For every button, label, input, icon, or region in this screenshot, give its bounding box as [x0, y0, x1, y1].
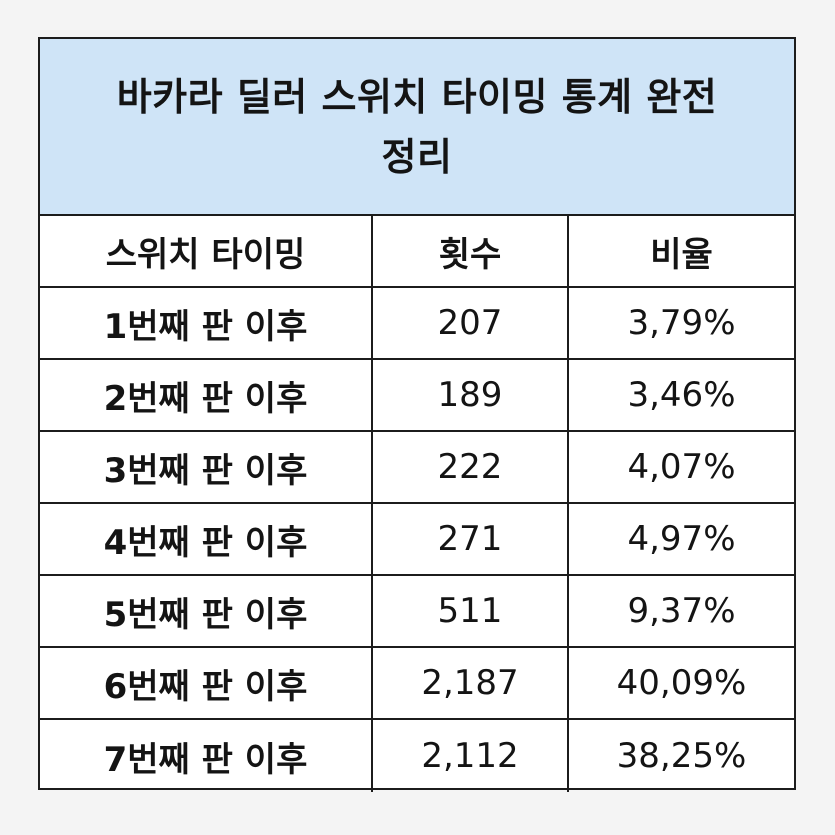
- ratio-cell: 9,37%: [627, 591, 736, 631]
- header-switch-timing: 스위치 타이밍: [40, 216, 373, 286]
- table-row: 5번째 판 이후 511 9,37%: [40, 576, 794, 648]
- table-row: 2번째 판 이후 189 3,46%: [40, 360, 794, 432]
- header-ratio: 비율: [650, 234, 713, 275]
- table-row: 1번째 판 이후 207 3,79%: [40, 288, 794, 360]
- ratio-cell: 38,25%: [616, 736, 747, 776]
- title-cell: 바카라 딜러 스위치 타이밍 통계 완전 정리: [40, 39, 794, 216]
- table-row: 3번째 판 이후 222 4,07%: [40, 432, 794, 504]
- count-cell: 222: [373, 432, 569, 502]
- timing-cell: 1번째 판 이후: [40, 288, 373, 358]
- table-title: 바카라 딜러 스위치 타이밍 통계 완전 정리: [116, 74, 718, 179]
- timing-cell: 6번째 판 이후: [40, 648, 373, 718]
- ratio-cell: 3,46%: [627, 375, 736, 415]
- stats-table: 바카라 딜러 스위치 타이밍 통계 완전 정리 스위치 타이밍 횟수 비율 1번…: [38, 37, 796, 792]
- table-row: 7번째 판 이후 2,112 38,25%: [40, 720, 794, 792]
- timing-cell: 4번째 판 이후: [40, 504, 373, 574]
- timing-cell: 7번째 판 이후: [40, 720, 373, 792]
- count-cell: 207: [373, 288, 569, 358]
- table-row: 6번째 판 이후 2,187 40,09%: [40, 648, 794, 720]
- count-cell: 271: [373, 504, 569, 574]
- timing-cell: 3번째 판 이후: [40, 432, 373, 502]
- ratio-cell: 40,09%: [616, 663, 747, 703]
- ratio-cell: 4,97%: [627, 519, 736, 559]
- count-cell: 2,187: [373, 648, 569, 718]
- timing-cell: 2번째 판 이후: [40, 360, 373, 430]
- count-cell: 2,112: [373, 720, 569, 792]
- ratio-cell: 3,79%: [627, 303, 736, 343]
- header-row: 스위치 타이밍 횟수 비율: [40, 216, 794, 288]
- count-cell: 511: [373, 576, 569, 646]
- timing-cell: 5번째 판 이후: [40, 576, 373, 646]
- ratio-cell: 4,07%: [627, 447, 736, 487]
- header-count: 횟수: [373, 216, 569, 286]
- table-row: 4번째 판 이후 271 4,97%: [40, 504, 794, 576]
- count-cell: 189: [373, 360, 569, 430]
